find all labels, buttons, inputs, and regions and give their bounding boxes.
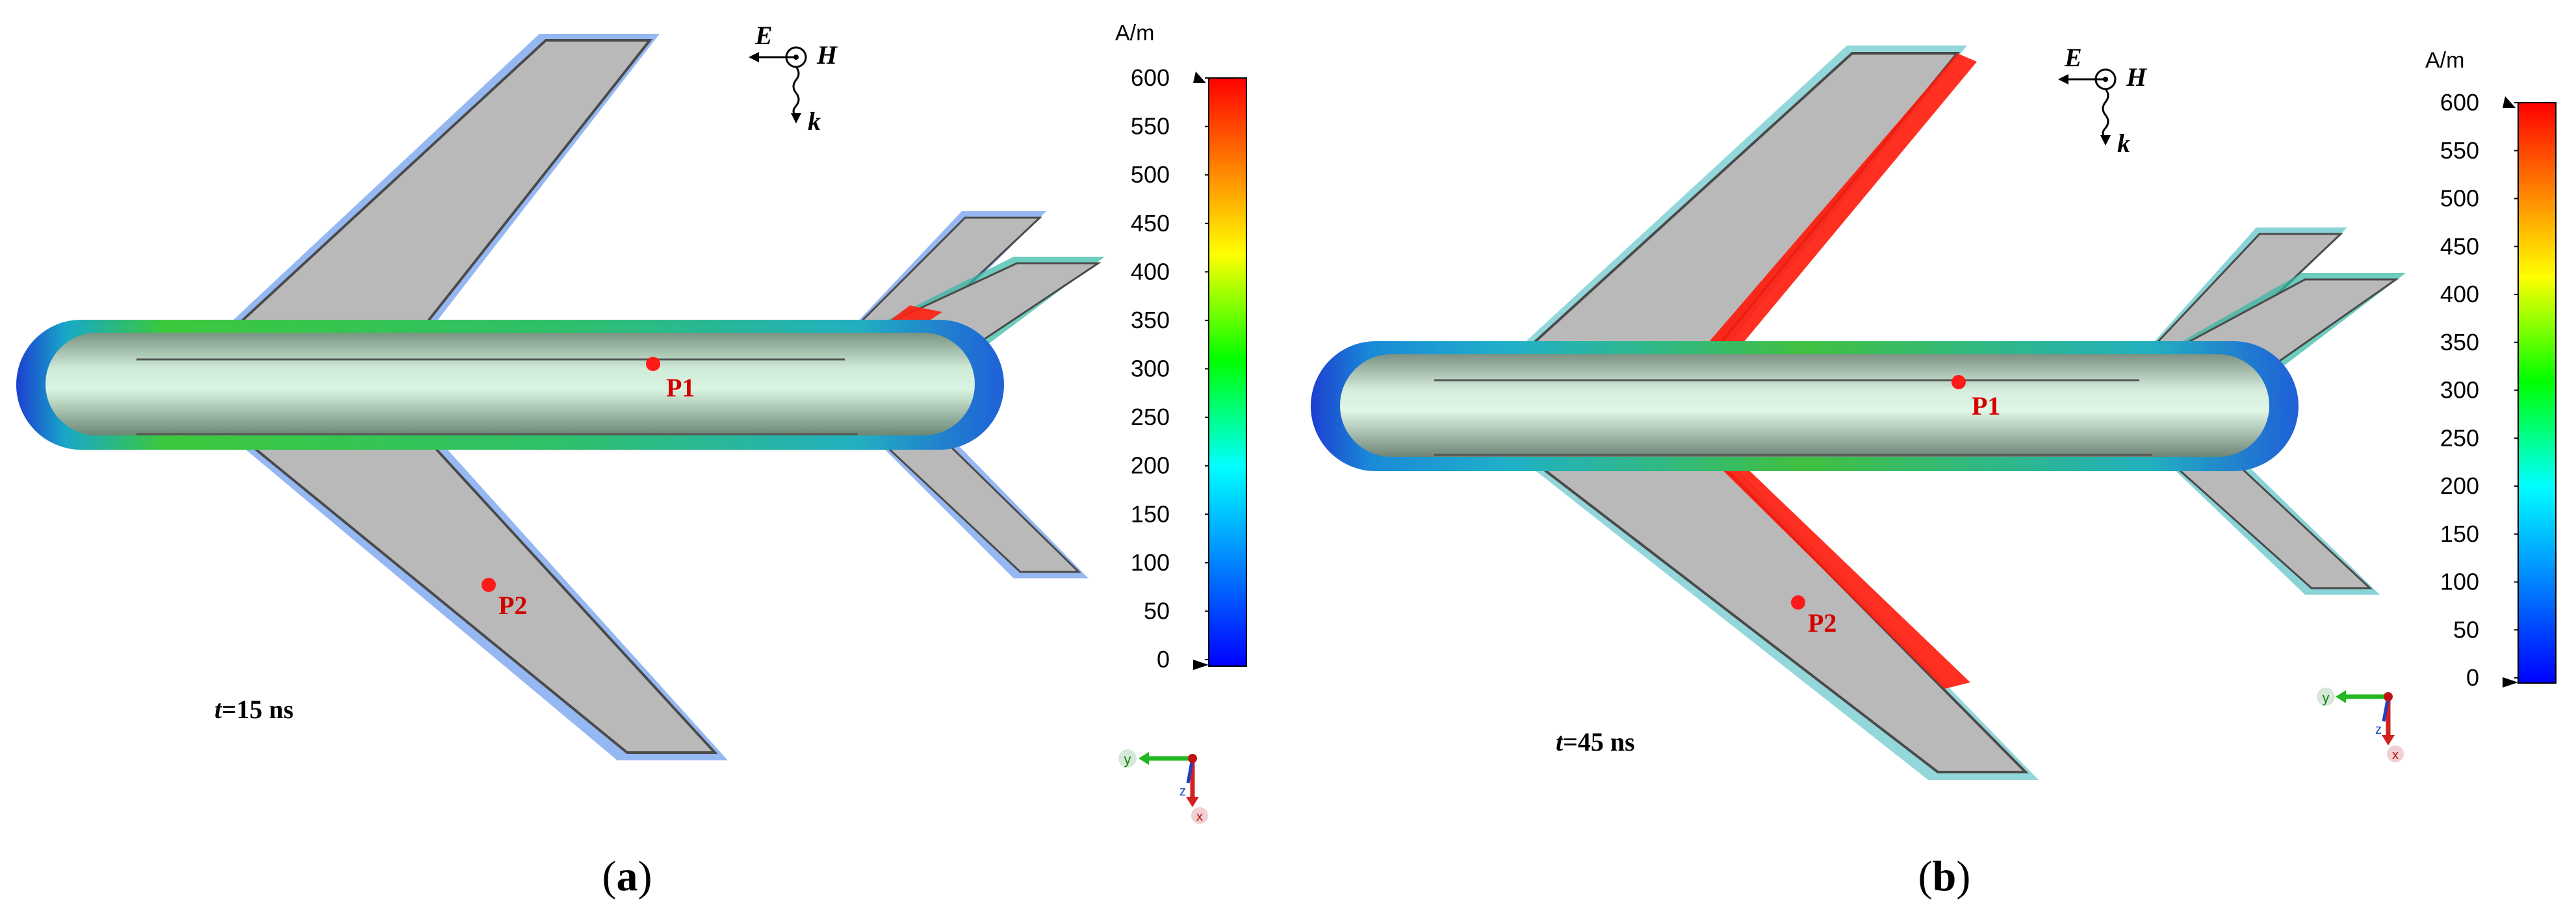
time-label-value-b: =45 ns: [1563, 727, 1635, 756]
colorbar-tick-label-a: 100: [1131, 549, 1170, 576]
point-p2-label: P2: [498, 591, 527, 620]
caption-letter-b: b: [1933, 853, 1957, 900]
colorbar-tick-label-b: 450: [2440, 233, 2479, 259]
colorbar-tick-label-b: 500: [2440, 185, 2479, 212]
colorbar-gradient-b: [2518, 102, 2557, 684]
colorbar-tick-label-b: 550: [2440, 137, 2479, 164]
caption-letter-a: a: [617, 853, 638, 900]
colorbar-tick-label-a: 300: [1131, 355, 1170, 382]
field-k-label-b: k: [2117, 129, 2130, 158]
colorbar-tick-label-a: 400: [1131, 258, 1170, 285]
colorbar-tick-label-a: 600: [1131, 64, 1170, 91]
field-e-label-a: E: [754, 21, 773, 50]
upper-wing-a: [221, 34, 660, 331]
aircraft-a: P1 P2: [16, 34, 1105, 760]
axis-triad-b: y z x: [2317, 688, 2404, 762]
colorbar-tick-label-a: 450: [1131, 210, 1170, 237]
field-direction-a: E H k: [749, 21, 838, 136]
axis-triad-a: y z x: [1118, 749, 1208, 824]
colorbar-tick-label-b: 50: [2453, 616, 2479, 643]
point-p1-label-b: P1: [1972, 391, 2000, 420]
colorbar-tick-label-a: 500: [1131, 161, 1170, 188]
point-p1-marker: [646, 357, 660, 371]
point-p2-marker: [482, 578, 496, 592]
colorbar-tick-label-a: 350: [1131, 307, 1170, 333]
caption-b: (b): [1918, 853, 1971, 900]
point-p2-label-b: P2: [1808, 608, 1836, 638]
axis-y-label-b: y: [2323, 690, 2330, 706]
colorbar-unit-b: A/m: [2425, 48, 2464, 73]
colorbar-tick-label-b: 150: [2440, 521, 2479, 547]
colorbar-tick-label-b: 250: [2440, 424, 2479, 451]
colorbar-tick-label-b: 350: [2440, 329, 2479, 355]
time-label-b: t=45 ns: [1556, 727, 1635, 756]
upper-wing-b: [1515, 45, 1977, 351]
aircraft-b: P1 P2: [1311, 45, 2406, 780]
colorbar-tick-label-a: 250: [1131, 404, 1170, 430]
colorbar-unit-a: A/m: [1115, 21, 1154, 45]
axis-x-label-a: x: [1196, 810, 1203, 824]
field-h-label-b: H: [2126, 62, 2148, 92]
panel-b: P1 P2 t=45 ns E H k A/m 6005505004504003…: [1311, 43, 2557, 900]
colorbar-tick-label-a: 550: [1131, 113, 1170, 140]
point-p2-marker-b: [1791, 595, 1805, 610]
point-p1-label: P1: [666, 373, 695, 402]
colorbar-tick-label-b: 200: [2440, 472, 2479, 499]
point-p1-marker-b: [1951, 375, 1966, 389]
axis-x-label-b: x: [2392, 748, 2399, 762]
colorbar-tick-label-b: 400: [2440, 281, 2479, 307]
lower-wing-a: [221, 429, 728, 760]
field-e-label-b: E: [2064, 43, 2082, 72]
colorbar-tick-label-b: 300: [2440, 377, 2479, 404]
axis-z-label-a: z: [1179, 784, 1186, 799]
field-h-label-a: H: [816, 40, 838, 70]
caption-a: (a): [602, 853, 652, 900]
field-direction-b: E H k: [2058, 43, 2148, 158]
colorbar-tick-label-a: 0: [1157, 646, 1170, 673]
time-label-t-a: t: [214, 695, 223, 724]
colorbar-gradient-a: [1208, 77, 1247, 667]
axis-y-label-a: y: [1124, 751, 1131, 768]
time-label-value-a: =15 ns: [222, 695, 294, 724]
lower-wing-b: [1515, 455, 2039, 780]
axis-z-label-b: z: [2375, 723, 2382, 737]
field-k-label-a: k: [808, 107, 821, 136]
colorbar-tick-label-a: 150: [1131, 500, 1170, 527]
colorbar-tick-label-b: 100: [2440, 569, 2479, 595]
time-label-a: t=15 ns: [214, 695, 294, 724]
colorbar-tick-label-a: 200: [1131, 452, 1170, 479]
colorbar-tick-label-b: 0: [2466, 664, 2479, 691]
time-label-t-b: t: [1556, 727, 1564, 756]
colorbar-tick-label-a: 50: [1144, 597, 1170, 624]
colorbar-tick-label-b: 600: [2440, 89, 2479, 116]
panel-a: P1 P2 t=15 ns E H k A/m 6005505004504003…: [16, 21, 1247, 900]
